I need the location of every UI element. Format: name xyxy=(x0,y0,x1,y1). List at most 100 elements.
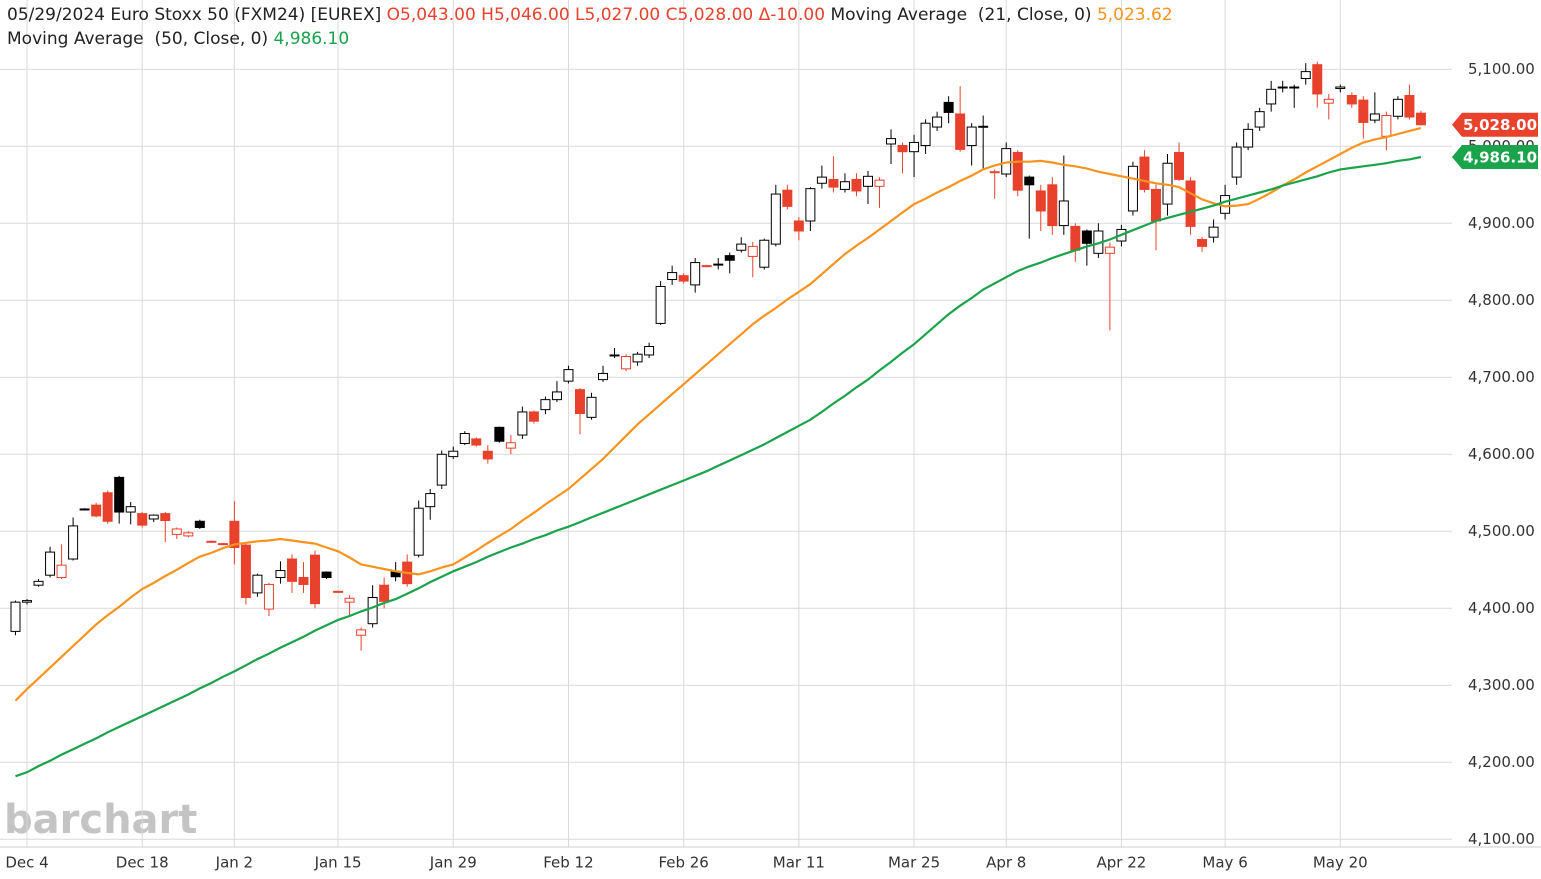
candle-body xyxy=(252,574,263,594)
candle-body xyxy=(1277,86,1288,89)
candle-body xyxy=(1024,176,1035,186)
candle-body xyxy=(206,540,217,543)
candle-body xyxy=(367,597,378,625)
candle-body xyxy=(782,189,793,207)
candle-body xyxy=(609,354,620,357)
candle-body xyxy=(1254,111,1265,128)
candle-body xyxy=(1047,184,1058,227)
candle-body xyxy=(886,138,897,145)
candle-body xyxy=(229,520,240,548)
candle-body xyxy=(482,450,493,460)
candle-body xyxy=(920,122,931,147)
candle-body xyxy=(448,450,459,458)
legend-line: 05/29/2024 Euro Stoxx 50 (FXM24) [EUREX]… xyxy=(7,4,1173,26)
candle-body xyxy=(275,570,286,579)
candle-body xyxy=(148,514,159,520)
candle-body xyxy=(91,504,102,517)
candle-body xyxy=(828,178,839,188)
candle-body xyxy=(56,564,67,578)
x-tick-label: May 6 xyxy=(1202,854,1247,872)
candle-body xyxy=(989,171,1000,174)
candle-body xyxy=(344,597,355,603)
y-tick-label: 4,400.00 xyxy=(1468,599,1535,617)
candle-body xyxy=(839,181,850,190)
x-tick-label: Feb 12 xyxy=(543,854,593,872)
candle-body xyxy=(747,245,758,257)
candle-body xyxy=(540,399,551,411)
y-tick-label: 4,700.00 xyxy=(1468,368,1535,386)
y-tick-label: 4,800.00 xyxy=(1468,291,1535,309)
candle-body xyxy=(1139,156,1150,190)
candle-body xyxy=(1197,238,1208,247)
y-tick-label: 4,900.00 xyxy=(1468,214,1535,232)
candle-body xyxy=(966,126,977,147)
candle-body xyxy=(897,145,908,153)
candle-body xyxy=(632,353,643,363)
series-last: 4,986.10 xyxy=(273,29,350,49)
candle-body xyxy=(1266,88,1277,105)
candle-body xyxy=(701,265,712,268)
candle-body xyxy=(1243,128,1254,148)
ohlc-label: O5,043.00 H5,046.00 L5,027.00 C5,028.00 … xyxy=(386,5,826,25)
candle-body xyxy=(1174,151,1185,180)
candle-body xyxy=(240,544,251,599)
candle-body xyxy=(183,532,194,537)
price-badge-label: 4,986.10 xyxy=(1463,149,1537,167)
candle-body xyxy=(1404,94,1415,118)
x-tick-label: Jan 15 xyxy=(314,854,362,872)
candle-body xyxy=(770,193,781,245)
candle-body xyxy=(1323,98,1334,104)
candle-body xyxy=(459,433,470,445)
candle-body xyxy=(137,513,148,526)
candle-body xyxy=(1058,200,1069,227)
candle-body xyxy=(1104,246,1115,254)
series-name: Moving Average (50, Close, 0) xyxy=(7,29,269,49)
candle-body xyxy=(125,506,136,513)
candle-body xyxy=(1081,230,1092,244)
candle-body xyxy=(33,580,44,586)
candle-body xyxy=(321,571,332,578)
candle-body xyxy=(1392,98,1403,117)
candle-body xyxy=(494,426,505,442)
candle-body xyxy=(160,513,171,522)
candle-body xyxy=(217,543,228,546)
candle-body xyxy=(1300,71,1311,80)
candle-body xyxy=(263,583,274,610)
x-tick-label: Feb 26 xyxy=(658,854,708,872)
candle-body xyxy=(1346,94,1357,105)
candle-body xyxy=(724,255,735,261)
candle-body xyxy=(45,551,56,576)
x-tick-label: Jan 29 xyxy=(429,854,477,872)
candle-body xyxy=(874,179,885,187)
candle-body xyxy=(1369,113,1380,121)
candle-body xyxy=(1208,226,1219,238)
candle-body xyxy=(598,372,609,381)
candle-body xyxy=(436,453,447,486)
candle-body xyxy=(413,507,424,556)
y-tick-label: 4,100.00 xyxy=(1468,830,1535,848)
candle-body xyxy=(333,590,344,593)
candle-body xyxy=(759,239,770,268)
candle-body xyxy=(1312,64,1323,95)
series-name: Moving Average (21, Close, 0) xyxy=(830,5,1092,25)
candle-body xyxy=(171,528,182,535)
candle-body xyxy=(1035,190,1046,212)
candle-body xyxy=(851,178,862,192)
x-tick-label: Dec 18 xyxy=(116,854,169,872)
candle-body xyxy=(1185,180,1196,227)
candle-body xyxy=(1012,151,1023,191)
candle-body xyxy=(22,600,33,603)
candle-body xyxy=(286,558,297,582)
x-tick-label: Apr 8 xyxy=(986,854,1026,872)
candle-body xyxy=(517,411,528,436)
y-tick-label: 4,500.00 xyxy=(1468,522,1535,540)
candle-body xyxy=(528,411,539,422)
candle-body xyxy=(298,577,309,585)
candle-body xyxy=(1381,115,1392,137)
candle-body xyxy=(655,285,666,324)
candle-body xyxy=(955,113,966,150)
candle-body xyxy=(194,520,205,528)
candle-body xyxy=(586,396,597,418)
title: 05/29/2024 Euro Stoxx 50 (FXM24) [EUREX] xyxy=(7,5,382,25)
